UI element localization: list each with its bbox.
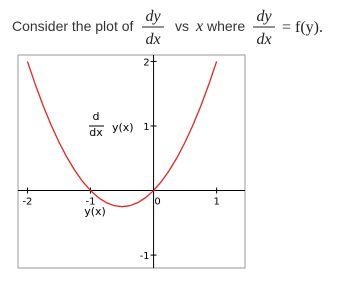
question-vs: vs [175,18,189,34]
x-tick-label: -2 [22,197,32,208]
fraction-numerator: dy [256,8,272,25]
x-tick-label: 0 [154,197,160,208]
y-tick-label: 1 [143,122,149,133]
y-axis-label: y(x) [112,121,134,134]
y-label-denominator: dx [89,126,103,139]
plot-frame [17,54,246,269]
question-suffix: = f(y). [282,19,323,36]
question-prefix: Consider the plot of [12,18,134,34]
question-var: x [195,18,203,35]
fraction-numerator: dy [145,8,161,25]
fraction-denominator: dx [145,31,160,48]
y-tick-label: -1 [140,251,150,262]
y-tick-label: 2 [143,57,149,68]
fraction-denominator: dx [256,31,271,48]
x-axis-label: y(x) [84,205,106,218]
question-where: where [206,18,245,34]
curve [26,61,218,208]
x-tick-label: -1 [86,197,96,208]
x-tick-label: 1 [213,197,219,208]
y-label-numerator: d [93,110,100,123]
